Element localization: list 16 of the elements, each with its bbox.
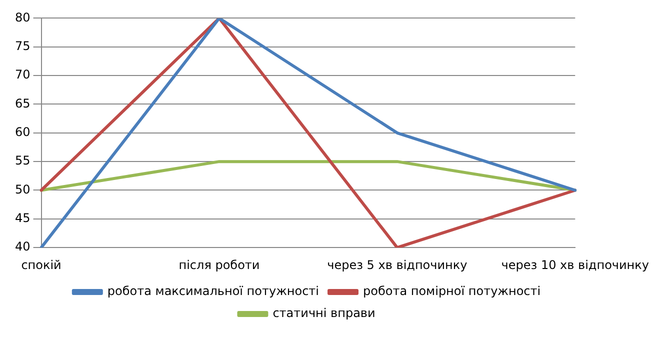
x-tick-label: спокій (21, 258, 62, 272)
x-tick-label: через 10 хв відпочинку (501, 258, 649, 272)
y-tick-label: 75 (14, 39, 30, 53)
x-tick-label: через 5 хв відпочинку (327, 258, 468, 272)
legend-label: робота максимальної потужності (107, 284, 320, 298)
y-tick-label: 50 (14, 182, 30, 196)
y-tick-label: 60 (14, 125, 30, 140)
y-tick-label: 45 (14, 211, 30, 226)
legend-label: статичні вправи (272, 306, 376, 320)
y-tick-label: 55 (14, 154, 30, 168)
y-tick-label: 65 (14, 96, 30, 110)
y-tick-label: 80 (14, 10, 30, 24)
x-tick-label: після роботи (178, 258, 260, 272)
y-tick-label: 70 (14, 68, 30, 82)
y-tick-label: 40 (14, 240, 30, 254)
legend-label: робота помірної потужності (363, 284, 541, 298)
